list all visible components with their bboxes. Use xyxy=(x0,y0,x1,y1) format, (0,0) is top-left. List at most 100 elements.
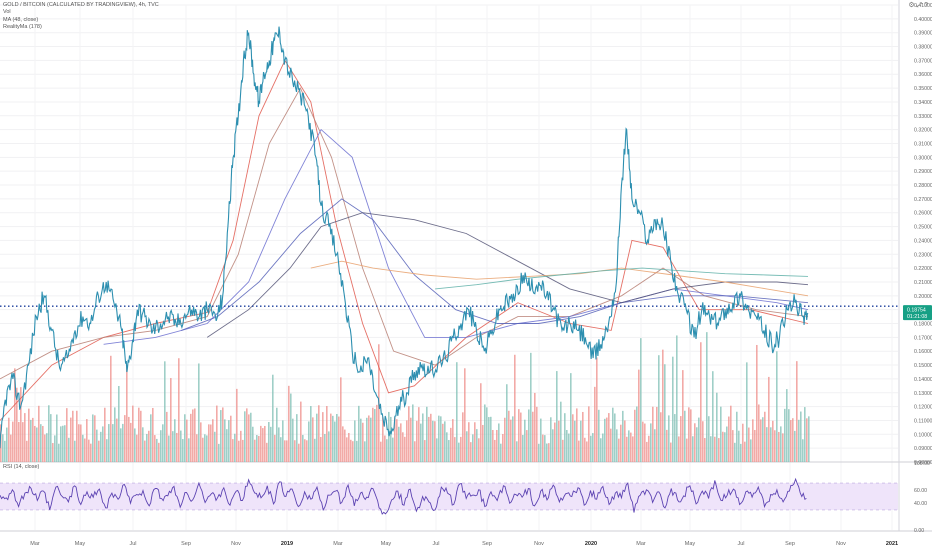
volume-bar xyxy=(704,438,706,462)
volume-bar xyxy=(188,438,190,462)
volume-bar xyxy=(54,435,56,462)
price-tick-label: 0.34000 xyxy=(914,100,932,106)
volume-bar xyxy=(496,429,498,462)
rsi-legend[interactable]: RSI (14, close) xyxy=(3,464,40,470)
volume-bar xyxy=(758,404,760,462)
volume-bar xyxy=(234,433,236,462)
volume-bar xyxy=(700,342,702,462)
volume-bar xyxy=(96,429,98,462)
volume-bar xyxy=(112,424,114,462)
volume-bar xyxy=(434,421,436,462)
volume-bar xyxy=(680,416,682,462)
volume-bar xyxy=(548,443,550,462)
price-tick-label: 0.39000 xyxy=(914,31,932,37)
volume-bar xyxy=(806,418,808,462)
volume-bar xyxy=(334,421,336,462)
volume-bar xyxy=(64,425,66,462)
volume-bar xyxy=(698,417,700,462)
volume-bar xyxy=(186,419,188,462)
volume-bar xyxy=(426,406,428,462)
volume-bar xyxy=(654,429,656,462)
volume-bar xyxy=(784,408,786,462)
volume-bar xyxy=(480,383,482,462)
volume-bar xyxy=(118,386,120,462)
volume-bar xyxy=(802,439,804,462)
volume-bar xyxy=(372,407,374,462)
price-line xyxy=(0,26,809,449)
volume-bar xyxy=(374,409,376,462)
volume-bar xyxy=(230,415,232,462)
volume-bar xyxy=(114,407,116,462)
volume-bar xyxy=(268,422,270,462)
legend-volume[interactable]: Vol xyxy=(3,9,11,16)
volume-bar xyxy=(34,425,36,462)
volume-bar xyxy=(178,358,180,462)
volume-bar xyxy=(424,440,426,462)
volume-bar xyxy=(736,411,738,462)
volume-bar xyxy=(130,422,132,462)
volume-bar xyxy=(574,420,576,462)
rsi-tick-label: 0.00 xyxy=(914,528,924,534)
volume-bar xyxy=(606,417,608,462)
volume-bar xyxy=(460,436,462,462)
volume-bar xyxy=(756,344,758,462)
volume-bar xyxy=(524,419,526,462)
volume-bar xyxy=(210,424,212,462)
volume-bar xyxy=(644,423,646,462)
price-tick-label: 0.29000 xyxy=(914,169,932,175)
volume-bar xyxy=(772,420,774,462)
legend-ma2[interactable]: RealityMa (178) xyxy=(3,24,42,31)
volume-bar xyxy=(150,414,152,462)
volume-bar xyxy=(658,355,660,462)
volume-bar xyxy=(544,435,546,462)
volume-bar xyxy=(184,414,186,462)
volume-bar xyxy=(292,418,294,462)
volume-bar xyxy=(270,426,272,462)
volume-bar xyxy=(380,441,382,462)
volume-bar xyxy=(748,427,750,462)
volume-bar xyxy=(340,377,342,462)
volume-bar xyxy=(766,427,768,462)
time-tick-label: Sep xyxy=(785,541,795,547)
price-tick-label: 0.30000 xyxy=(914,155,932,161)
volume-bar xyxy=(326,406,328,462)
volume-bar xyxy=(690,409,692,462)
time-tick-label: May xyxy=(685,541,696,547)
volume-bar xyxy=(402,432,404,462)
volume-bar xyxy=(410,417,412,462)
volume-bar xyxy=(28,408,30,462)
volume-bar xyxy=(792,418,794,462)
time-tick-label: May xyxy=(381,541,392,547)
volume-bar xyxy=(770,427,772,462)
price-tick-label: 0.23000 xyxy=(914,252,932,258)
price-tick-label: 0.32000 xyxy=(914,128,932,134)
volume-bar xyxy=(256,435,258,462)
volume-bar xyxy=(140,410,142,462)
volume-bar xyxy=(26,440,28,462)
volume-bar xyxy=(192,409,194,462)
price-tick-label: 0.15000 xyxy=(914,363,932,369)
volume-bar xyxy=(190,413,192,462)
volume-bar xyxy=(732,430,734,462)
volume-bar xyxy=(304,439,306,462)
volume-bar xyxy=(316,413,318,462)
volume-bar xyxy=(94,415,96,462)
volume-bar xyxy=(324,434,326,462)
volume-bar xyxy=(356,440,358,462)
volume-bar xyxy=(348,432,350,462)
chart-settings-icons[interactable]: ⚙ ⤢ ? xyxy=(908,2,928,9)
volume-bar xyxy=(682,370,684,462)
volume-bar xyxy=(182,439,184,462)
price-tick-label: 0.33000 xyxy=(914,114,932,120)
volume-bar xyxy=(444,421,446,462)
volume-bar xyxy=(72,410,74,462)
volume-bar xyxy=(734,442,736,462)
volume-bar xyxy=(560,401,562,462)
volume-bar xyxy=(386,439,388,462)
volume-bar xyxy=(750,439,752,462)
volume-bar xyxy=(788,409,790,462)
legend-ma[interactable]: MA (48, close) xyxy=(3,16,39,23)
volume-bar xyxy=(638,369,640,462)
volume-bar xyxy=(670,442,672,462)
